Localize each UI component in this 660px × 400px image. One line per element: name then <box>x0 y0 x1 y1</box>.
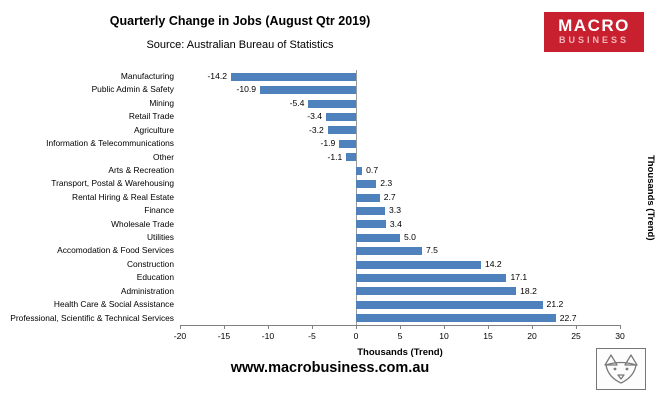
bar <box>260 86 356 95</box>
bar <box>356 206 386 215</box>
bar-value-label: -1.1 <box>327 151 343 162</box>
x-tick-mark <box>312 325 313 329</box>
bar-value-label: -1.9 <box>320 138 336 149</box>
x-tick-mark <box>488 325 489 329</box>
bar <box>356 260 481 269</box>
category-label: Finance <box>144 205 174 216</box>
x-tick-mark <box>268 325 269 329</box>
category-label: Other <box>153 151 174 162</box>
bar <box>327 126 356 135</box>
bar-value-label: 21.2 <box>546 299 564 310</box>
chart-title: Quarterly Change in Jobs (August Qtr 201… <box>109 14 371 28</box>
bar <box>339 139 356 148</box>
bar <box>231 72 356 81</box>
fox-logo-icon <box>604 354 638 384</box>
category-label: Utilities <box>147 232 174 243</box>
category-label: Transport, Postal & Warehousing <box>51 178 174 189</box>
right-axis-title: Thousands (Trend) <box>645 154 656 241</box>
category-label: Construction <box>126 258 174 269</box>
x-tick-mark <box>400 325 401 329</box>
category-label: Manufacturing <box>120 71 174 81</box>
x-tick-label: -10 <box>261 331 275 341</box>
x-tick-mark <box>224 325 225 329</box>
website-text: www.macrobusiness.com.au <box>230 360 430 376</box>
bar <box>356 247 422 256</box>
bar <box>356 180 377 189</box>
x-tick-label: 20 <box>527 331 537 341</box>
bar-value-label: 7.5 <box>426 245 438 256</box>
bar-value-label: 3.3 <box>389 205 401 216</box>
x-tick-label: -20 <box>173 331 187 341</box>
x-tick-label: -5 <box>308 331 316 341</box>
bar <box>356 233 400 242</box>
category-label: Accomodation & Food Services <box>57 245 174 256</box>
bar <box>356 220 386 229</box>
x-tick-label: 5 <box>397 331 403 341</box>
category-label: Public Admin & Safety <box>91 84 174 95</box>
bar <box>356 274 507 283</box>
category-label: Wholesale Trade <box>111 218 174 229</box>
logo-text-macro: MACRO <box>558 16 630 35</box>
bar <box>346 153 356 162</box>
x-tick-mark <box>620 325 621 329</box>
x-tick-mark <box>356 325 357 329</box>
category-label: Mining <box>149 97 174 108</box>
bar-value-label: 18.2 <box>520 285 537 296</box>
x-tick-label: 10 <box>439 331 449 341</box>
x-tick-mark <box>444 325 445 329</box>
bar-value-label: -3.2 <box>309 124 324 135</box>
x-tick-mark <box>576 325 577 329</box>
bar-value-label: 14.2 <box>484 258 502 269</box>
bar-value-label: 17.1 <box>510 272 528 283</box>
x-tick-mark <box>180 325 181 329</box>
x-tick-label: 25 <box>571 331 581 341</box>
category-label: Arts & Recreation <box>108 164 174 175</box>
x-tick-label: 15 <box>483 331 493 341</box>
bar-value-label: 5.0 <box>404 232 416 243</box>
category-label: Administration <box>120 285 174 296</box>
category-label: Information & Telecommunications <box>46 138 174 149</box>
bar-value-label: 2.7 <box>383 191 396 202</box>
bar-value-label: -10.9 <box>236 84 257 95</box>
bar-value-label: -5.4 <box>289 97 305 108</box>
bar <box>356 193 380 202</box>
bar <box>356 314 556 323</box>
category-label: Professional, Scientific & Technical Ser… <box>10 312 174 323</box>
category-label: Agriculture <box>133 124 174 135</box>
bar <box>326 112 356 121</box>
category-label: Retail Trade <box>128 111 174 122</box>
chart-header: Quarterly Change in Jobs (August Qtr 201… <box>20 14 460 51</box>
macrobusiness-logo: MACRO BUSINESS <box>544 12 644 52</box>
bar <box>308 99 356 108</box>
bar <box>356 166 363 175</box>
x-tick-label: 0 <box>353 331 359 341</box>
logo-text-business: BUSINESS <box>558 35 629 45</box>
x-axis-title: Thousands (Trend) <box>357 347 443 358</box>
bar-value-label: 2.3 <box>380 178 393 189</box>
plot-area: Manufacturing -14.2 Public Admin & Safety -… <box>10 70 625 341</box>
bar-value-label: 22.7 <box>559 312 577 323</box>
category-label: Rental Hiring & Real Estate <box>72 191 174 202</box>
chart-source: Source: Australian Bureau of Statistics <box>146 39 334 51</box>
x-tick-label: 30 <box>615 331 625 341</box>
bar <box>356 300 543 309</box>
bar-value-label: -14.2 <box>207 71 228 81</box>
x-tick-label: -15 <box>217 331 231 341</box>
bar-value-label: -3.4 <box>307 111 323 122</box>
bar <box>356 287 517 296</box>
bar-value-label: 0.7 <box>366 164 379 175</box>
bar-value-label: 3.4 <box>389 218 402 229</box>
x-tick-mark <box>532 325 533 329</box>
fox-logo <box>596 348 646 390</box>
category-label: Education <box>136 272 174 283</box>
category-label: Health Care & Social Assistance <box>53 299 174 310</box>
